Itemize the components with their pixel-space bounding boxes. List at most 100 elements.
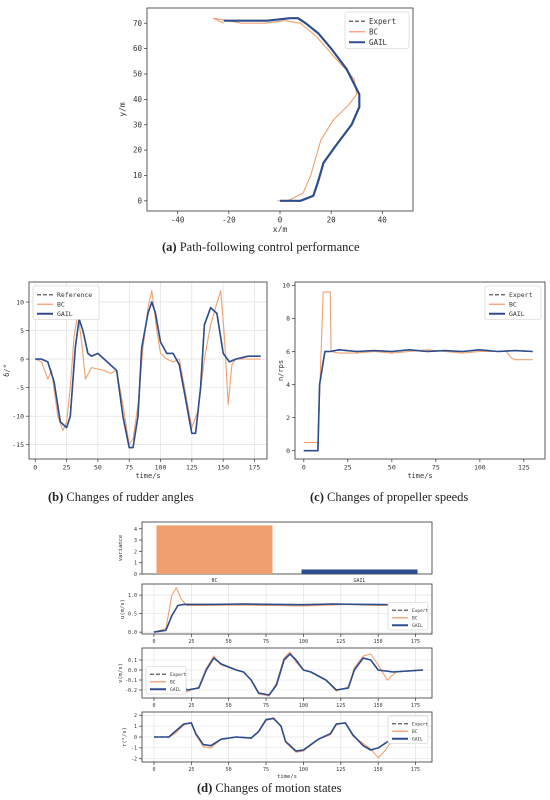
- legend-label-gail: GAIL: [412, 623, 423, 629]
- x-tick-label: 75: [125, 464, 133, 472]
- x-tick-label: 25: [188, 639, 194, 645]
- x-tick-label: 125: [336, 639, 345, 645]
- y-tick-label: 50: [133, 70, 143, 79]
- y-tick-label: 5: [20, 327, 24, 335]
- y-tick-label: 1: [134, 561, 137, 567]
- x-tick-label: -40: [171, 216, 185, 225]
- x-tick-label: BC: [211, 578, 217, 584]
- y-tick-label: 4: [134, 527, 137, 533]
- variance-plot: 0 1 2 3 4 BC GAIL variance: [118, 521, 433, 584]
- series-gail: [223, 17, 361, 202]
- x-tick-label: -20: [222, 216, 236, 225]
- x-tick-label: 25: [63, 464, 71, 472]
- x-tick-label: 175: [411, 767, 420, 773]
- x-tick-label: GAIL: [353, 578, 365, 584]
- y-axis-label: r(°/s): [122, 727, 128, 747]
- y-tick-label: 1: [134, 724, 137, 730]
- x-tick-label: 50: [388, 464, 396, 472]
- path-following-chart: -40 -20 0 20 40 0 10 20 30 40 50 60 70 x/m y/m ExpertBC…: [118, 7, 414, 232]
- series-bc: [154, 716, 424, 759]
- y-tick-label: 4: [286, 381, 290, 389]
- x-axis-label: time/s: [277, 774, 297, 778]
- bar-gail: [301, 569, 418, 574]
- y-tick-label: 3: [134, 538, 137, 544]
- y-tick-label: 60: [133, 44, 143, 53]
- r-plot: 0 25 50 75 100 125 150 175 -2 -1 0 1 2 time/s r(°/s) Ex…: [122, 711, 433, 778]
- caption-a: (a) Path-following control performance: [162, 240, 360, 254]
- x-axis-label: time/s: [135, 472, 160, 480]
- y-tick-label: 0.0: [128, 630, 137, 636]
- x-axis-label: time/s: [407, 472, 432, 480]
- y-tick-label: -0.2: [125, 688, 137, 694]
- y-tick-label: 20: [133, 146, 143, 155]
- y-tick-label: 10: [133, 171, 143, 180]
- plot-frame: [141, 647, 433, 699]
- propeller-speed-chart: 0 25 50 75 100 125 0 2 4 6 8 10 time/s n/rps Expert BCG…: [277, 281, 546, 480]
- x-tick-label: 125: [186, 464, 198, 472]
- y-axis-label: variance: [118, 535, 124, 562]
- x-tick-label: 175: [411, 639, 420, 645]
- y-tick-label: 70: [133, 19, 143, 28]
- x-tick-label: 0: [152, 767, 155, 773]
- series-gail: [303, 349, 533, 452]
- legend-label-expert: Expert: [412, 608, 429, 614]
- caption-c: (c) Changes of propeller speeds: [310, 490, 469, 504]
- x-tick-label: 150: [374, 703, 383, 709]
- y-tick-label: -2: [131, 756, 137, 762]
- legend-label-gail: GAIL: [170, 687, 181, 693]
- legend-label-bc: BC: [170, 679, 176, 685]
- x-tick-label: 0: [302, 464, 306, 472]
- y-tick-label: 0: [134, 735, 137, 741]
- y-tick-label: 0.1: [128, 658, 137, 664]
- x-tick-label: 100: [299, 703, 308, 709]
- legend-label-expert: Expert: [412, 721, 429, 727]
- series-bc: [212, 17, 358, 202]
- plot-frame: [294, 281, 546, 460]
- series-bc: [153, 587, 424, 633]
- y-tick-label: -0.1: [125, 678, 137, 684]
- legend-label-bc: BC: [369, 27, 378, 36]
- legend-label-gail: GAIL: [369, 38, 388, 47]
- y-tick-label: -5: [16, 384, 24, 392]
- x-tick-label: 75: [432, 464, 440, 472]
- y-tick-label: 0: [134, 572, 137, 578]
- v-plot: 0 25 50 75 100 125 150 175 -0.2 -0.1 0.0 0.1 v(m/s) E…: [118, 647, 433, 709]
- caption-b: (b) Changes of rudder angles: [48, 490, 194, 504]
- series-gail: [154, 717, 424, 752]
- x-tick-label: 50: [226, 639, 232, 645]
- x-tick-label: 150: [374, 639, 383, 645]
- propeller-plot: 0 25 50 75 100 125 0 2 4 6 8 10 time/s n/rps Expert BCG…: [277, 281, 546, 480]
- x-tick-label: 25: [344, 464, 352, 472]
- y-tick-label: 6: [286, 348, 290, 356]
- x-tick-label: 125: [336, 767, 345, 773]
- y-tick-label: 0: [137, 196, 142, 205]
- rudder-angle-chart: 0 25 50 75 100 125 150 175 -15 -10 -5 0 5 10 time/s δ/°…: [3, 281, 268, 480]
- x-tick-label: 175: [249, 464, 261, 472]
- plot-frame: [28, 281, 268, 460]
- legend-label-expert: Expert: [509, 291, 533, 299]
- x-tick-label: 75: [263, 767, 269, 773]
- plot-frame: [141, 583, 433, 635]
- series-bc: [35, 290, 261, 446]
- y-tick-label: 10: [16, 298, 24, 306]
- x-tick-label: 40: [378, 216, 388, 225]
- x-tick-label: 50: [94, 464, 102, 472]
- x-tick-label: 75: [263, 703, 269, 709]
- x-tick-label: 125: [336, 703, 345, 709]
- x-tick-label: 100: [474, 464, 486, 472]
- legend-label-expert: Expert: [369, 17, 396, 26]
- x-tick-label: 100: [299, 639, 308, 645]
- series-expert: [223, 17, 360, 202]
- path-plot: -40 -20 0 20 40 0 10 20 30 40 50 60 70 x/m y/m ExpertBC…: [118, 7, 414, 232]
- x-tick-label: 75: [263, 639, 269, 645]
- y-tick-label: 2: [134, 713, 137, 719]
- y-tick-label: 30: [133, 120, 143, 129]
- legend-label-gail: GAIL: [412, 736, 423, 742]
- x-tick-label: 0: [33, 464, 37, 472]
